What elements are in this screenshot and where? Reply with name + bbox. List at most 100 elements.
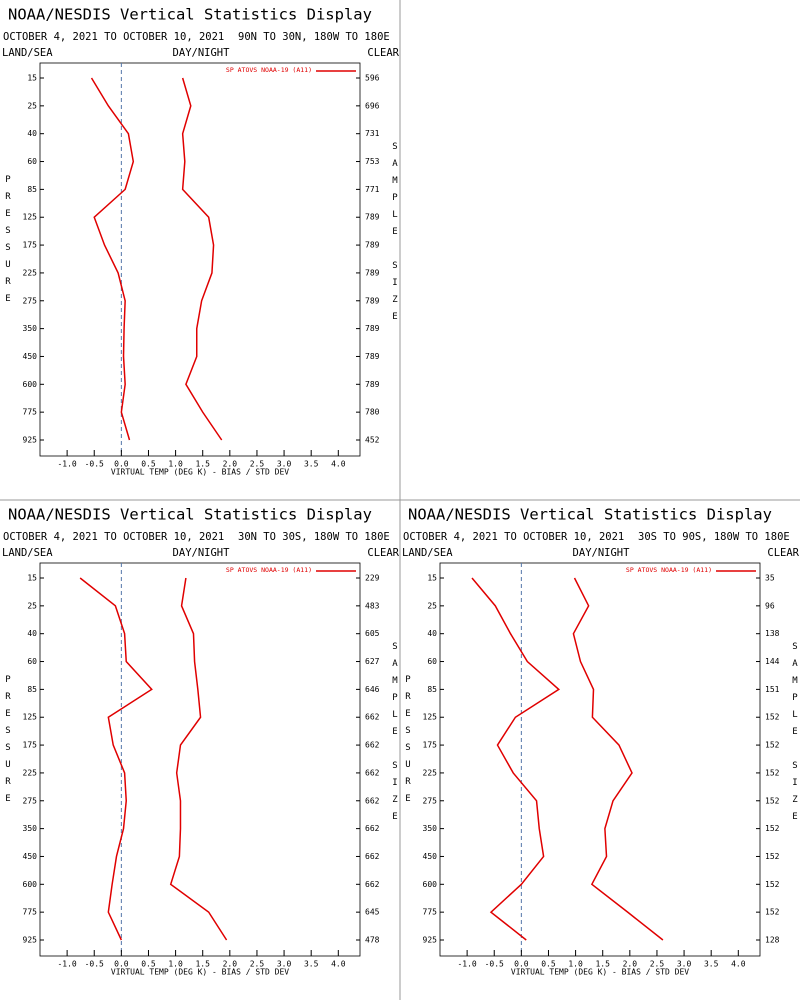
x-tick-label: 1.0 (568, 960, 583, 969)
series-line (90, 77, 135, 441)
y-tick-label: 450 (23, 852, 38, 861)
sample-size: 478 (365, 936, 380, 945)
sample-size: 789 (365, 380, 380, 389)
x-tick-label: -0.5 (485, 960, 504, 969)
series-line (169, 577, 228, 941)
y-tick-label: 85 (27, 185, 37, 194)
x-tick-label: 4.0 (331, 960, 346, 969)
x-axis-label: VIRTUAL TEMP (DEG K) - BIAS / STD DEV (511, 968, 689, 977)
sample-size: 789 (365, 324, 380, 333)
y-tick-label: 15 (427, 574, 437, 583)
x-tick-label: 2.5 (650, 960, 665, 969)
sample-size: 483 (365, 601, 380, 610)
x-tick-label: 2.0 (223, 460, 238, 469)
y-tick-label: 60 (427, 657, 437, 666)
y-tick-label: 175 (23, 241, 38, 250)
sample-size: 152 (765, 880, 780, 889)
sample-size: 646 (365, 685, 380, 694)
right-header: CLEAR (367, 47, 399, 59)
y-tick-label: 125 (423, 713, 438, 722)
x-tick-label: 3.5 (704, 960, 719, 969)
sample-size: 662 (365, 713, 380, 722)
y-tick-label: 600 (423, 880, 438, 889)
x-tick-label: 1.0 (168, 960, 183, 969)
sample-size: 780 (365, 408, 380, 417)
y-tick-label: 350 (423, 824, 438, 833)
right-header: CLEAR (767, 547, 799, 559)
sample-size: 662 (365, 852, 380, 861)
y-tick-label: 275 (423, 796, 438, 805)
plot-frame (439, 562, 761, 957)
x-tick-label: -0.5 (85, 960, 104, 969)
y-tick-label: 775 (23, 908, 38, 917)
y2-label: SAMPLE SIZE (390, 642, 400, 829)
x-tick-label: 0.0 (114, 460, 129, 469)
left-header: LAND/SEA (2, 547, 53, 559)
y-tick-label: 275 (23, 796, 38, 805)
sample-size: 662 (365, 768, 380, 777)
x-tick-label: 3.0 (277, 960, 292, 969)
y-tick-label: 600 (23, 380, 38, 389)
y-tick-label: 225 (423, 768, 438, 777)
y-tick-label: 25 (427, 601, 437, 610)
sample-size: 144 (765, 657, 780, 666)
panel: NOAA/NESDIS Vertical Statistics Display O… (2, 6, 400, 477)
x-tick-label: 0.5 (141, 960, 156, 969)
x-tick-label: -1.0 (57, 960, 76, 969)
sample-size: 627 (365, 657, 380, 666)
left-header: LAND/SEA (402, 547, 453, 559)
y-tick-label: 450 (423, 852, 438, 861)
sample-size: 731 (365, 129, 380, 138)
series-line (572, 577, 664, 941)
date-range: OCTOBER 4, 2021 TO OCTOBER 10, 2021 (3, 531, 224, 543)
y-tick-label: 925 (23, 936, 38, 945)
plot-frame (39, 562, 361, 957)
y-tick-label: 40 (27, 129, 37, 138)
x-tick-label: 1.5 (595, 960, 610, 969)
sample-size: 151 (765, 685, 780, 694)
y-tick-label: 60 (27, 657, 37, 666)
sample-size: 789 (365, 296, 380, 305)
y-tick-label: 40 (427, 629, 437, 638)
sample-size: 152 (765, 768, 780, 777)
sample-size: 35 (765, 574, 775, 583)
sample-size: 229 (365, 574, 380, 583)
series-line (471, 577, 561, 941)
chart-title: NOAA/NESDIS Vertical Statistics Display (8, 6, 372, 24)
y-tick-label: 125 (23, 713, 38, 722)
y-tick-label: 275 (23, 296, 38, 305)
x-tick-label: 0.0 (514, 960, 529, 969)
sample-size: 789 (365, 213, 380, 222)
panel: NOAA/NESDIS Vertical Statistics Display O… (2, 506, 400, 977)
legend-label: SP ATOVS NOAA-19 (A11) (226, 566, 312, 574)
x-tick-label: 0.5 (141, 460, 156, 469)
y-tick-label: 25 (27, 601, 37, 610)
left-header: LAND/SEA (2, 47, 53, 59)
x-tick-label: 2.5 (250, 960, 265, 969)
sample-size: 696 (365, 101, 380, 110)
sample-size: 771 (365, 185, 380, 194)
y-tick-label: 450 (23, 352, 38, 361)
y-tick-label: 350 (23, 824, 38, 833)
y-label: PRESSURE (3, 675, 13, 811)
y-tick-label: 40 (27, 629, 37, 638)
x-tick-label: 3.5 (304, 960, 319, 969)
sample-size: 645 (365, 908, 380, 917)
center-header: DAY/NIGHT (173, 47, 231, 59)
sample-size: 789 (365, 241, 380, 250)
y2-label: SAMPLE SIZE (790, 642, 800, 829)
x-tick-label: -1.0 (457, 960, 476, 969)
sample-size: 605 (365, 629, 380, 638)
y-tick-label: 925 (23, 436, 38, 445)
sample-size: 662 (365, 880, 380, 889)
series-line (181, 77, 223, 441)
x-tick-label: 1.0 (168, 460, 183, 469)
x-tick-label: 3.0 (277, 460, 292, 469)
sample-size: 662 (365, 796, 380, 805)
x-tick-label: 1.5 (195, 960, 210, 969)
right-header: CLEAR (367, 547, 399, 559)
y-tick-label: 225 (23, 768, 38, 777)
y-tick-label: 600 (23, 880, 38, 889)
